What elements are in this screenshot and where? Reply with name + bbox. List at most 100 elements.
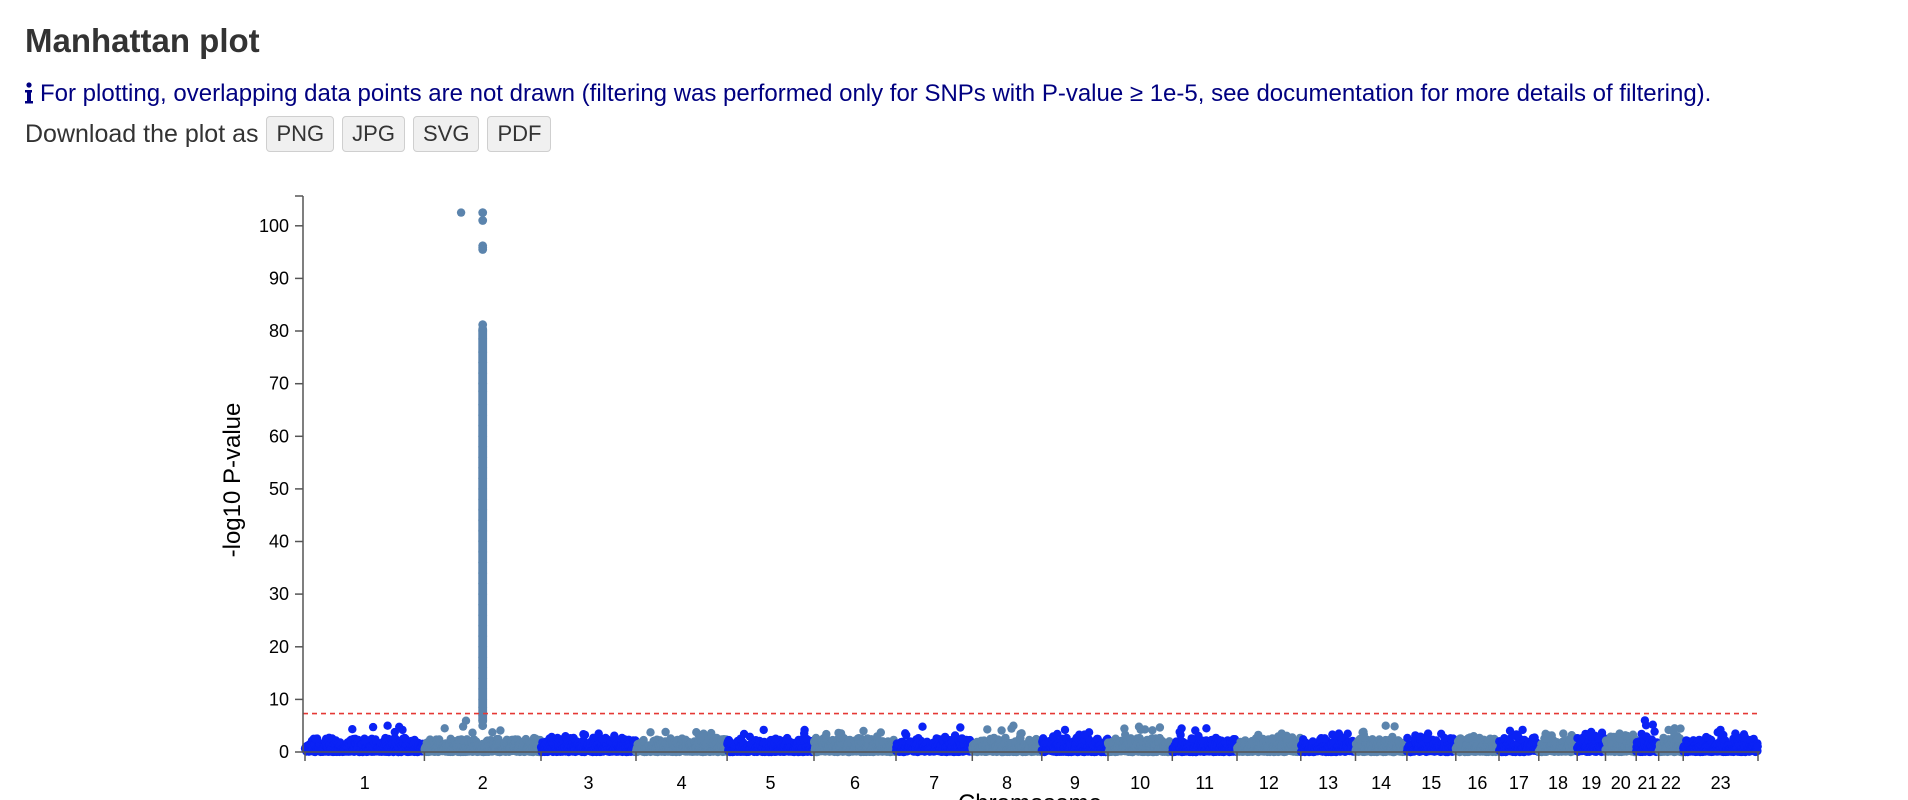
snp-point: [440, 724, 449, 733]
snp-point: [1343, 729, 1352, 738]
snp-point: [811, 733, 821, 743]
snp-point-peak: [661, 727, 670, 737]
snp-point-peak: [1587, 727, 1596, 737]
download-pdf-button[interactable]: PDF: [487, 116, 552, 152]
snp-point: [488, 728, 497, 737]
snp-point: [368, 722, 378, 732]
snp-point: [561, 732, 570, 741]
info-text: For plotting, overlapping data points ar…: [40, 80, 1712, 107]
snp-point: [1403, 733, 1412, 743]
snp-point: [1268, 734, 1277, 743]
chromosome-7-points: [891, 722, 977, 757]
chromosome-10-points: [1103, 722, 1177, 757]
download-jpg-button[interactable]: JPG: [342, 116, 405, 152]
snp-point: [834, 728, 843, 738]
snp-point: [956, 723, 965, 732]
snp-point-peak: [1134, 722, 1144, 731]
snp-point: [1155, 723, 1165, 732]
chromosome-14-points: [1351, 721, 1412, 757]
signal-column: [478, 245, 488, 250]
data-points: [300, 208, 1762, 757]
snp-point: [800, 729, 809, 738]
snp-point: [1650, 727, 1659, 736]
snp-point: [771, 734, 780, 743]
snp-point-peak: [1469, 732, 1478, 741]
info-message: For plotting, overlapping data points ar…: [24, 80, 1711, 108]
snp-point: [1456, 734, 1465, 743]
manhattan-plot-svg: 1 2 3 4 5 6 7 8 9 10 11 12 13 14 15 16 17 18 19 20 21 22 23010…: [219, 195, 1762, 800]
manhattan-chart: 1 2 3 4 5 6 7 8 9 10 11 12 13 14 15 16 17 18 19 20 21 22 23 0 10…: [0, 190, 1908, 800]
snp-point: [1015, 733, 1025, 742]
snp-point: [1176, 730, 1185, 740]
snp-point-peak: [1277, 729, 1286, 738]
snp-point: [468, 728, 477, 737]
snp-point: [745, 732, 755, 741]
snp-point-signal: [478, 208, 488, 217]
snp-point: [547, 732, 556, 742]
snp-point: [902, 730, 911, 740]
snp-point: [822, 729, 831, 739]
chromosome-1-points: [300, 721, 429, 757]
snp-point: [707, 728, 716, 738]
info-icon: [25, 82, 33, 104]
snp-point: [1416, 732, 1425, 741]
snp-point: [1288, 733, 1297, 742]
snp-point: [863, 734, 872, 743]
snp-point: [1530, 733, 1539, 742]
snp-point: [348, 725, 357, 734]
snp-point: [692, 728, 701, 737]
snp-point-peak: [1518, 725, 1527, 735]
snp-point: [1673, 734, 1683, 743]
signal-column: [478, 324, 488, 726]
snp-point: [646, 728, 655, 737]
snp-point: [1512, 730, 1521, 739]
snp-point: [1254, 730, 1263, 740]
snp-point: [1628, 730, 1638, 739]
snp-point-signal: [478, 216, 488, 225]
snp-point: [997, 726, 1006, 735]
snp-point: [1148, 726, 1157, 735]
snp-point: [1597, 728, 1607, 737]
snp-point: [1390, 722, 1399, 731]
snp-point: [1080, 730, 1089, 739]
snp-point: [1648, 720, 1658, 729]
snp-point: [1121, 730, 1130, 739]
snp-point: [324, 733, 334, 742]
snp-point: [1388, 732, 1397, 742]
snp-point-peak: [1559, 729, 1568, 738]
snp-point: [1194, 731, 1203, 741]
snp-point: [1053, 729, 1062, 739]
snp-point: [1606, 732, 1615, 741]
snp-point-peak: [456, 208, 466, 217]
download-label: Download the plot as: [25, 119, 259, 148]
snp-point-peak: [1060, 725, 1070, 735]
page-title: Manhattan plot: [25, 22, 260, 59]
snp-point: [1187, 734, 1196, 743]
snp-point-peak: [1423, 729, 1433, 738]
snp-point: [957, 734, 967, 743]
snp-point: [1320, 734, 1329, 743]
snp-point: [1120, 724, 1129, 733]
snp-point: [1328, 730, 1337, 739]
snp-point: [458, 722, 468, 731]
download-png-button[interactable]: PNG: [266, 116, 335, 152]
snp-point: [950, 731, 960, 740]
download-bar: Download the plot as PNG JPG SVG PDF: [25, 116, 559, 152]
snp-point: [699, 729, 708, 738]
snp-point-peak: [1202, 724, 1211, 733]
snp-point: [1676, 724, 1685, 733]
snp-point-peak: [859, 726, 868, 736]
snp-point: [579, 730, 588, 739]
snp-point-peak: [759, 725, 768, 735]
snp-point: [395, 722, 404, 731]
snp-point: [610, 731, 619, 740]
snp-point-peak: [1640, 716, 1650, 725]
snp-point-peak: [1670, 724, 1679, 733]
snp-point: [983, 725, 992, 734]
snp-point-peak: [1334, 729, 1344, 738]
snp-point: [1505, 726, 1515, 735]
snp-point: [1440, 733, 1449, 743]
chromosome-12-points: [1233, 729, 1305, 757]
snp-point-peak: [1615, 729, 1624, 738]
download-svg-button[interactable]: SVG: [412, 116, 480, 152]
